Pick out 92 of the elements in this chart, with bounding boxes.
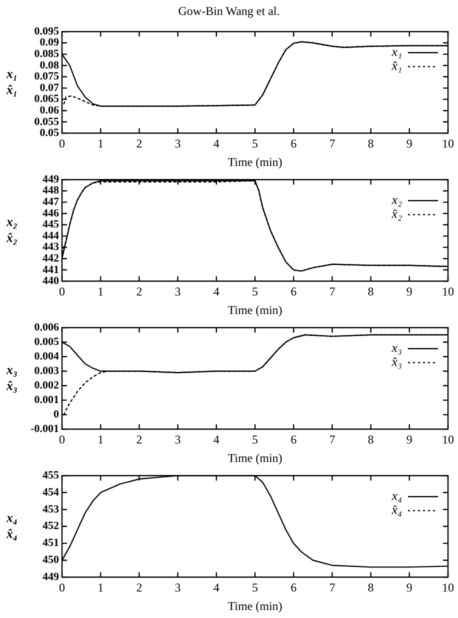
y-tick-label: 0.003 [34, 364, 60, 377]
x-tick-label: 1 [98, 284, 104, 299]
legend-label: x₁ [390, 44, 402, 60]
y-tick-label: 450 [42, 554, 60, 566]
x-axis-title: Time (min) [228, 598, 282, 613]
y-tick-label: -0.001 [30, 423, 59, 436]
x-tick-label: 2 [136, 432, 142, 447]
y-tick-label: 0.004 [34, 350, 60, 362]
y-tick-label: 446 [42, 207, 60, 220]
y-tick-label: 0 [54, 408, 60, 421]
x-tick-label: 8 [368, 580, 374, 595]
y-tick-label: 0.05 [40, 127, 60, 140]
x-tick-label: 1 [98, 580, 104, 595]
y-tick-label: 0.065 [34, 93, 60, 106]
y-tick-label: 0.001 [34, 394, 59, 406]
y-tick-label: 0.09 [40, 36, 60, 49]
legend-label: x₃ [390, 340, 402, 356]
y-tick-label: 0.006 [34, 321, 60, 334]
x-tick-label: 10 [442, 284, 454, 299]
y-tick-label: 440 [42, 275, 60, 288]
y-tick-label: 443 [42, 241, 60, 254]
y-tick-label: 453 [42, 503, 60, 516]
y-tick-label: 449 [42, 571, 60, 584]
y-tick-label: 0.005 [34, 336, 60, 348]
x-tick-label: 5 [252, 432, 258, 447]
x-tick-label: 8 [368, 136, 374, 151]
x-tick-label: 5 [252, 136, 258, 151]
x-tick-label: 4 [213, 136, 220, 151]
x-tick-label: 3 [174, 136, 181, 151]
y-tick-label: 441 [42, 264, 59, 276]
x-tick-label: 6 [290, 580, 297, 595]
legend-label: x̂₂ [390, 206, 402, 222]
y-tick-label: 0.06 [40, 104, 60, 116]
x-tick-label: 1 [98, 432, 104, 447]
x-tick-label: 4 [213, 580, 220, 595]
y-tick-label: 0.002 [34, 380, 60, 392]
legend-label: x̂₃ [390, 354, 402, 370]
y-tick-label: 454 [42, 486, 60, 498]
y-tick-label: 449 [42, 173, 60, 186]
y-tick-label: 455 [42, 469, 60, 482]
y-tick-label: 0.08 [40, 59, 60, 72]
y-tick-label: 451 [42, 537, 59, 550]
y-tick-label: 447 [42, 196, 60, 208]
x-tick-label: 9 [406, 136, 412, 151]
text: Gow-Bin Wang et al. [177, 3, 281, 20]
x-tick-label: 9 [406, 432, 412, 447]
x-tick-label: 6 [290, 432, 297, 447]
y-axis-title: x₂ x̂₂ [5, 214, 18, 245]
x-tick-label: 10 [442, 136, 454, 151]
x-tick-label: 9 [406, 284, 412, 299]
y-tick-label: 442 [42, 252, 60, 264]
x-tick-label: 6 [290, 284, 297, 299]
x-tick-label: 1 [98, 136, 104, 151]
y-tick-label: 445 [42, 218, 60, 231]
x-tick-label: 3 [174, 580, 181, 595]
legend-label: x̂₄ [390, 502, 402, 518]
y-tick-label: 0.095 [34, 25, 60, 38]
x-tick-label: 7 [329, 432, 336, 447]
x-tick-label: 2 [136, 284, 142, 299]
y-tick-label: 452 [42, 520, 60, 532]
legend-label: x₄ [390, 488, 402, 504]
legend-label: x̂₁ [390, 58, 402, 74]
y-axis-title: x₃ x̂₃ [5, 362, 18, 393]
x-tick-label: 9 [406, 580, 412, 595]
x-tick-label: 5 [252, 580, 258, 595]
x-tick-label: 7 [329, 136, 336, 151]
x-tick-label: 3 [174, 432, 181, 447]
x-axis-title: Time (min) [228, 450, 282, 465]
legend-label: x₂ [390, 192, 402, 208]
x-tick-label: 8 [368, 432, 374, 447]
x-tick-label: 5 [252, 284, 258, 299]
x-tick-label: 10 [442, 580, 454, 595]
x-tick-label: 2 [136, 136, 142, 151]
x-axis-title: Time (min) [228, 154, 282, 169]
x-tick-label: 4 [213, 432, 220, 447]
x-tick-label: 7 [329, 580, 336, 595]
y-axis-title: x₁ x̂₁ [5, 66, 18, 97]
y-tick-label: 448 [42, 184, 60, 197]
y-tick-label: 444 [42, 230, 60, 242]
x-tick-label: 8 [368, 284, 374, 299]
x-tick-label: 7 [329, 284, 336, 299]
x-tick-label: 2 [136, 580, 142, 595]
x-tick-label: 6 [290, 136, 297, 151]
y-tick-label: 0.055 [34, 116, 60, 128]
x-tick-label: 4 [213, 284, 220, 299]
x-tick-label: 3 [174, 284, 181, 299]
y-tick-label: 0.085 [34, 48, 60, 60]
x-axis-title: Time (min) [228, 302, 282, 317]
x-tick-label: 10 [442, 432, 454, 447]
y-axis-title: x₄ x̂₄ [5, 510, 18, 541]
y-tick-label: 0.07 [40, 82, 60, 94]
y-tick-label: 0.075 [34, 70, 60, 83]
